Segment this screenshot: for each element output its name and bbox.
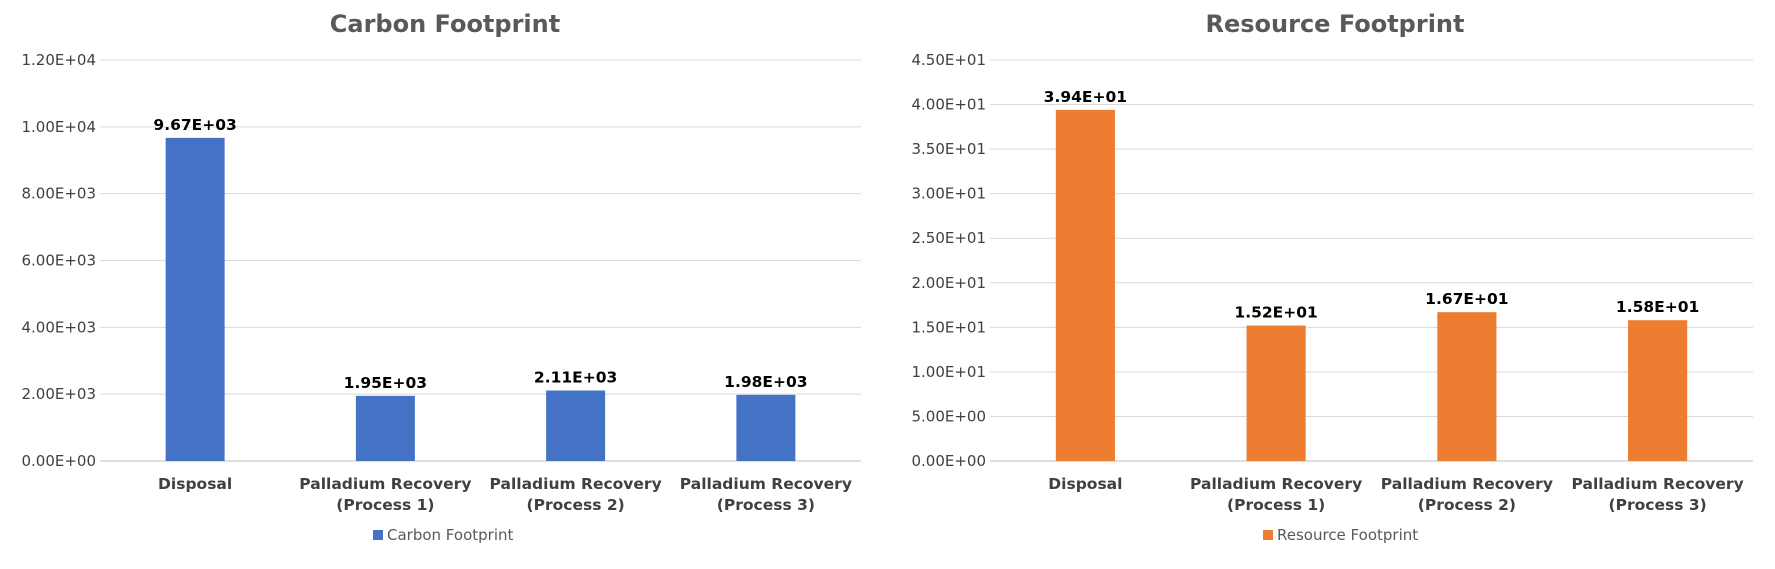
- bar: [165, 137, 225, 461]
- legend-swatch: [373, 530, 383, 540]
- data-label: 1.67E+01: [1425, 290, 1508, 308]
- x-tick-label: Palladium Recovery: [299, 475, 471, 493]
- bar: [546, 390, 606, 461]
- y-tick-label: 0.00E+00: [911, 452, 986, 470]
- bar: [1628, 320, 1688, 461]
- y-tick-label: 5.00E+00: [911, 407, 986, 425]
- x-tick-label: (Process 2): [1418, 496, 1516, 514]
- x-tick-label: Palladium Recovery: [1572, 475, 1744, 493]
- bar: [736, 394, 796, 461]
- y-tick-label: 1.50E+01: [911, 318, 986, 336]
- legend-label: Carbon Footprint: [387, 526, 513, 544]
- y-tick-label: 2.50E+01: [911, 229, 986, 247]
- data-label: 2.11E+03: [534, 368, 617, 386]
- chart-panel-2: Resource Footprint 0.00E+00 5.00E+00 1.00E+…: [911, 10, 1753, 544]
- y-tick-label: 4.50E+01: [911, 51, 986, 69]
- bar: [1437, 312, 1497, 461]
- y-tick-label: 4.00E+01: [911, 96, 986, 114]
- data-label: 1.58E+01: [1616, 298, 1699, 316]
- x-tick-label: (Process 3): [717, 496, 815, 514]
- bar: [1246, 325, 1306, 461]
- legend-swatch: [1263, 530, 1273, 540]
- y-tick-label: 4.00E+03: [21, 318, 96, 336]
- x-tick-label: Palladium Recovery: [1381, 475, 1553, 493]
- legend-label: Resource Footprint: [1277, 526, 1418, 544]
- x-tick-label: (Process 2): [527, 496, 625, 514]
- bar: [1055, 109, 1115, 461]
- x-tick-label: Disposal: [158, 475, 232, 493]
- data-label: 1.95E+03: [344, 374, 427, 392]
- chart-title: Resource Footprint: [1206, 10, 1465, 38]
- data-label: 1.52E+01: [1234, 304, 1317, 322]
- y-tick-label: 3.50E+01: [911, 140, 986, 158]
- chart-panel-1: Carbon Footprint 0.00E+00 2.00E+03 4.00E+03…: [21, 10, 861, 544]
- x-tick-label: (Process 1): [1227, 496, 1325, 514]
- bar: [355, 395, 415, 461]
- data-label: 3.94E+01: [1044, 88, 1127, 106]
- x-tick-label: (Process 1): [336, 496, 434, 514]
- data-label: 9.67E+03: [153, 116, 236, 134]
- chart-title: Carbon Footprint: [330, 10, 560, 38]
- y-tick-label: 8.00E+03: [21, 185, 96, 203]
- x-tick-label: Palladium Recovery: [680, 475, 852, 493]
- y-tick-label: 1.00E+01: [911, 363, 986, 381]
- y-tick-label: 2.00E+03: [21, 385, 96, 403]
- x-tick-label: Disposal: [1048, 475, 1122, 493]
- y-tick-label: 2.00E+01: [911, 274, 986, 292]
- x-tick-label: Palladium Recovery: [1190, 475, 1362, 493]
- x-tick-label: Palladium Recovery: [490, 475, 662, 493]
- y-tick-label: 1.00E+04: [21, 118, 96, 136]
- y-tick-label: 1.20E+04: [21, 51, 96, 69]
- y-tick-label: 0.00E+00: [21, 452, 96, 470]
- data-label: 1.98E+03: [724, 373, 807, 391]
- y-tick-label: 3.00E+01: [911, 185, 986, 203]
- y-tick-label: 6.00E+03: [21, 252, 96, 270]
- x-tick-label: (Process 3): [1609, 496, 1707, 514]
